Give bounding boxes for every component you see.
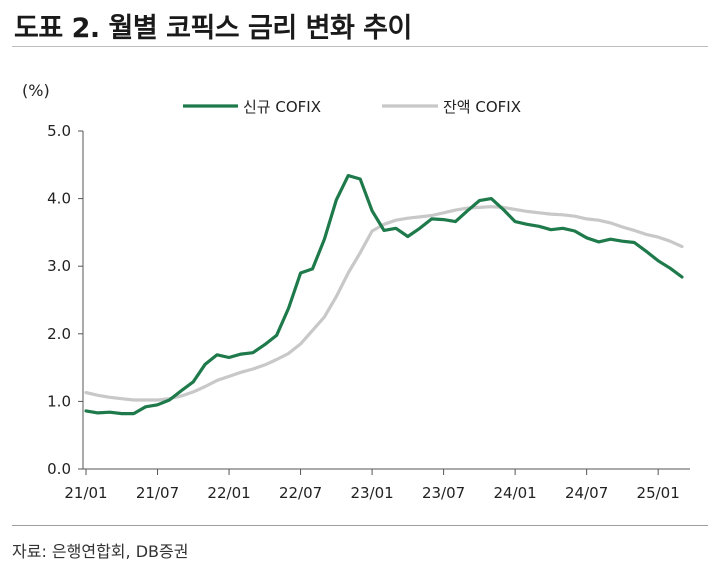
y-tick-label: 2.0	[47, 325, 71, 343]
y-tick-label: 1.0	[47, 392, 71, 410]
series-layer	[84, 174, 684, 416]
y-tick-label: 0.0	[47, 460, 71, 478]
x-tick-label: 24/01	[494, 484, 537, 502]
y-axis-unit: (%)	[22, 81, 50, 100]
series-line-balance-cofix	[84, 205, 684, 402]
x-tick-label: 24/07	[565, 484, 608, 502]
x-tick-label: 21/07	[136, 484, 179, 502]
axes: 0.0 1.0 2.0 3.0 4.0 5.0 21/01 21/07 22/01 22/07 23…	[47, 122, 690, 502]
x-tick-label: 23/07	[422, 484, 465, 502]
y-tick-label: 3.0	[47, 257, 71, 275]
x-tick-label: 22/07	[279, 484, 322, 502]
source-divider	[12, 525, 708, 526]
source-note: 자료: 은행연합회, DB증권	[12, 542, 189, 561]
x-tick-label: 25/01	[637, 484, 680, 502]
y-tick-label: 5.0	[47, 122, 71, 140]
title-divider	[12, 46, 708, 47]
chart-title: 도표 2. 월별 코픽스 금리 변화 추이	[14, 13, 412, 44]
legend-label: 신규 COFIX	[243, 98, 321, 116]
y-tick-label: 4.0	[47, 190, 71, 208]
x-tick-label: 23/01	[350, 484, 393, 502]
x-tick-label: 21/01	[64, 484, 107, 502]
x-tick-label: 22/01	[207, 484, 250, 502]
series-line-new-cofix	[84, 174, 684, 416]
legend: 신규 COFIX 잔액 COFIX	[183, 98, 521, 116]
legend-label: 잔액 COFIX	[443, 98, 521, 116]
